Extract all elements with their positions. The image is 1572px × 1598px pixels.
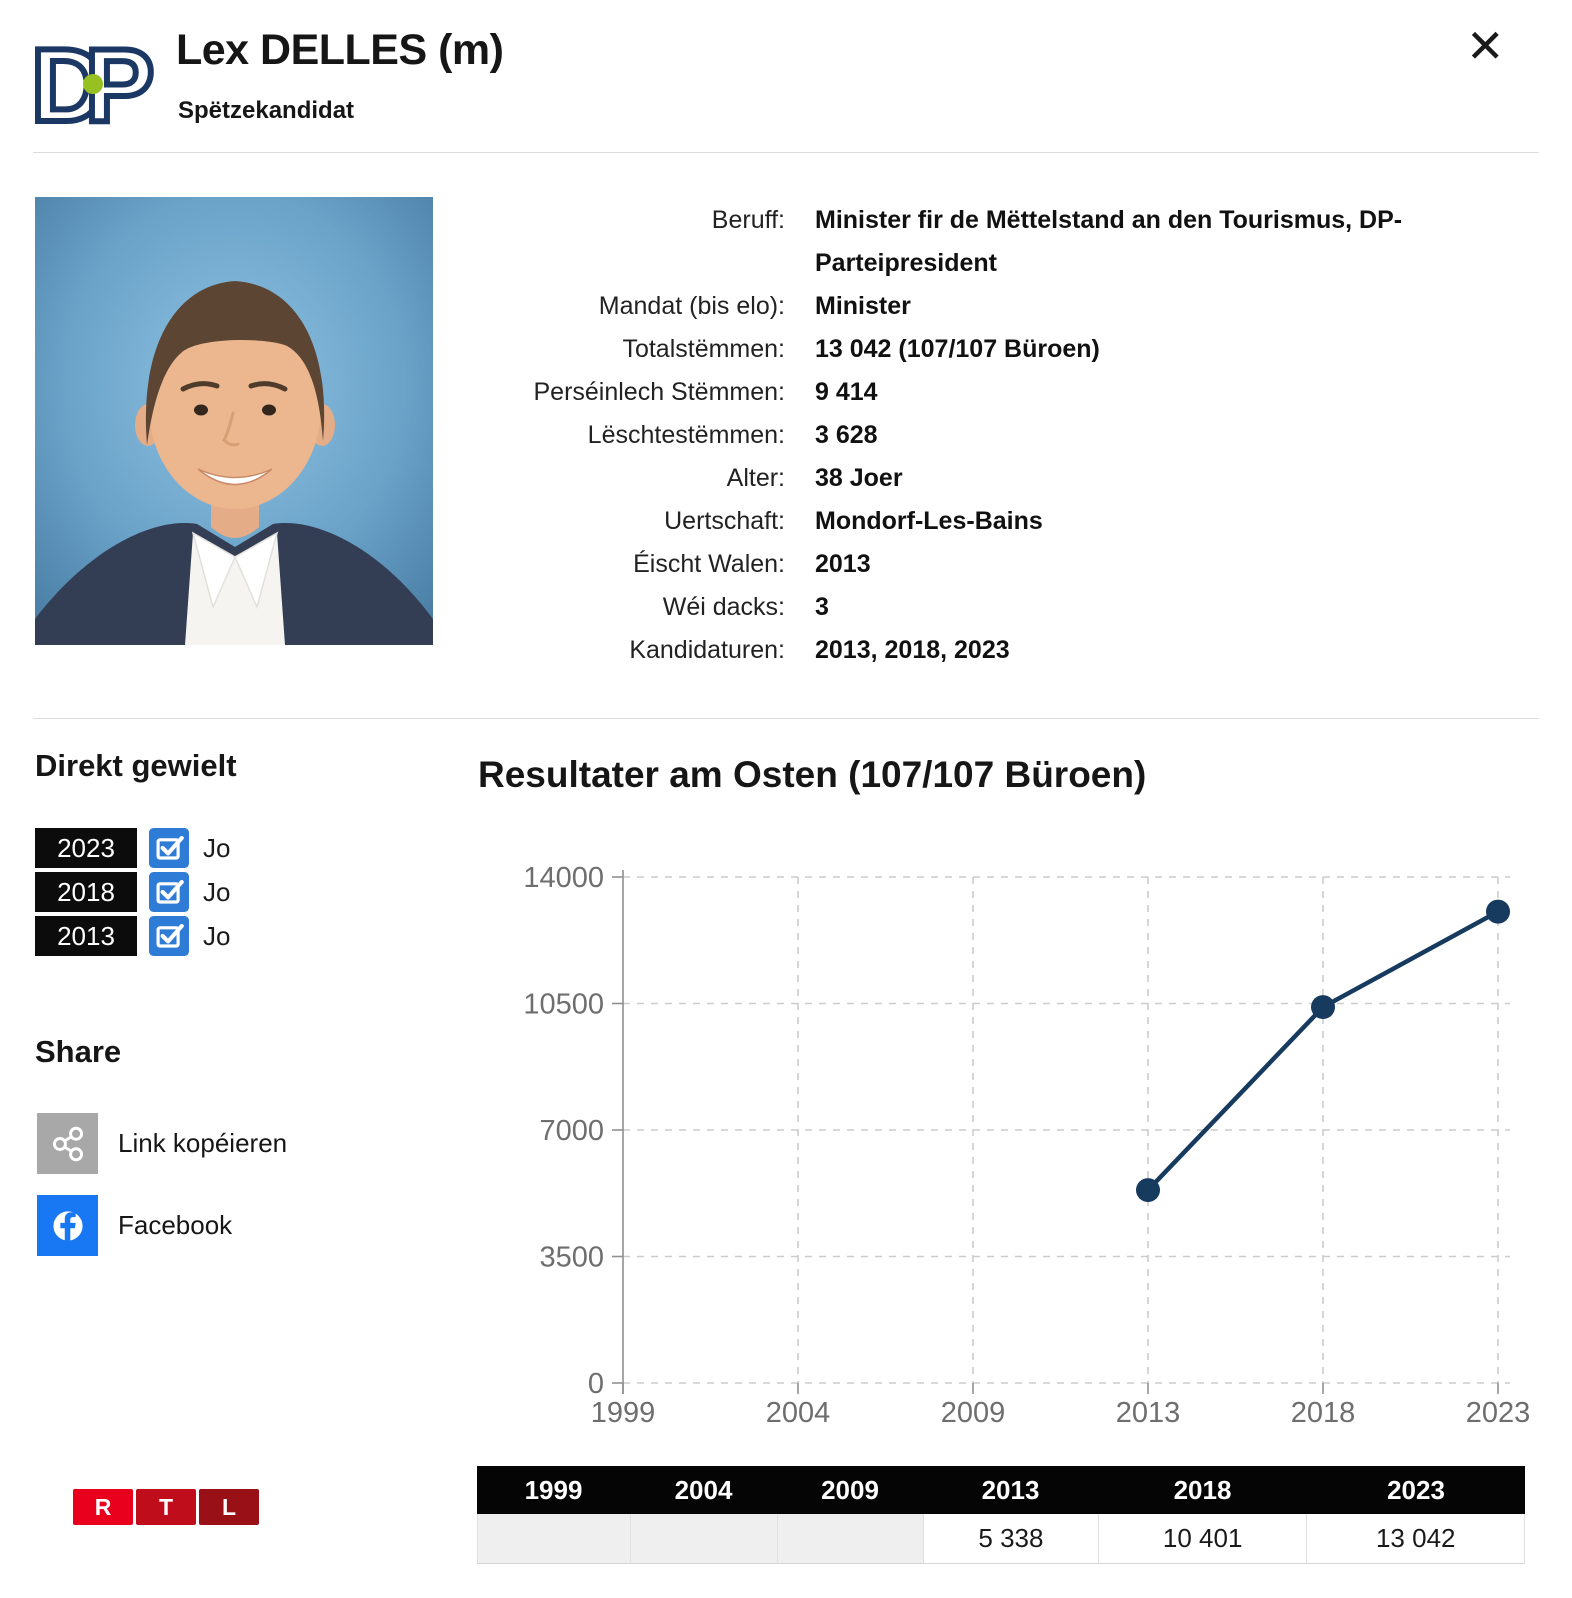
table-cell: 10 401 bbox=[1098, 1514, 1308, 1564]
info-row-kandidaturen: Kandidaturen: 2013, 2018, 2023 bbox=[470, 629, 1550, 672]
svg-text:7000: 7000 bbox=[539, 1115, 604, 1147]
table-header-cell: 2009 bbox=[821, 1474, 879, 1505]
table-header-cell: 2004 bbox=[674, 1474, 733, 1505]
info-row-eischt-walen: Éischt Walen: 2013 bbox=[470, 543, 1550, 586]
info-label: Mandat (bis elo): bbox=[598, 292, 785, 320]
info-row-leschtestemmen: Lëschtestëmmen: 3 628 bbox=[470, 414, 1550, 457]
rtl-logo-l: L bbox=[199, 1489, 259, 1525]
share-nodes-icon bbox=[37, 1113, 98, 1174]
results-line-chart: 0 3500 7000 10500 14000 1999 2004 2009 2013 2018 2… bbox=[523, 862, 1531, 1429]
results-table-header-row: 1999 2004 2009 2013 2018 2023 bbox=[477, 1466, 1525, 1514]
svg-text:10500: 10500 bbox=[523, 989, 604, 1021]
section-divider bbox=[33, 718, 1539, 719]
info-label: Totalstëmmen: bbox=[622, 335, 785, 363]
svg-text:1999: 1999 bbox=[591, 1397, 656, 1429]
chart-title: Resultater am Osten (107/107 Büroen) bbox=[478, 754, 1147, 795]
results-table: 1999 2004 2009 2013 2018 2023 5 338 10 4… bbox=[477, 1466, 1526, 1564]
info-row-alter: Alter: 38 Joer bbox=[470, 457, 1550, 500]
svg-text:2009: 2009 bbox=[941, 1397, 1006, 1429]
svg-text:2018: 2018 bbox=[1291, 1397, 1356, 1429]
facebook-share-button[interactable]: Facebook bbox=[37, 1195, 232, 1256]
info-label: Perséinlech Stëmmen: bbox=[533, 378, 785, 406]
table-header-cell: 2013 bbox=[981, 1474, 1040, 1505]
table-cell bbox=[778, 1514, 925, 1564]
info-value: 2013 bbox=[815, 550, 871, 578]
info-row-uertschaft: Uertschaft: Mondorf-Les-Bains bbox=[470, 500, 1550, 543]
share-heading: Share bbox=[35, 1034, 122, 1069]
info-value: 13 042 (107/107 Büroen) bbox=[815, 335, 1100, 363]
info-row-mandat: Mandat (bis elo): Minister bbox=[470, 285, 1550, 328]
close-icon[interactable]: ✕ bbox=[1460, 22, 1511, 70]
checkbox-checked-icon bbox=[149, 872, 189, 912]
info-value: 3 628 bbox=[815, 421, 878, 449]
year-badge: 2023 bbox=[35, 828, 137, 868]
candidate-info-list: Beruff: Minister fir de Mëttelstand an d… bbox=[470, 199, 1550, 672]
info-row-beruff: Beruff: Minister fir de Mëttelstand an d… bbox=[470, 199, 1550, 285]
svg-text:3500: 3500 bbox=[539, 1242, 604, 1274]
table-cell bbox=[477, 1514, 631, 1564]
table-cell: 13 042 bbox=[1307, 1514, 1526, 1564]
elected-value: Jo bbox=[203, 832, 231, 863]
info-row-totalstemmen: Totalstëmmen: 13 042 (107/107 Büroen) bbox=[470, 328, 1550, 371]
svg-text:2023: 2023 bbox=[1466, 1397, 1531, 1429]
rtl-logo: R T L bbox=[73, 1489, 259, 1525]
year-badge: 2013 bbox=[35, 916, 137, 956]
direkt-gewielt-heading: Direkt gewielt bbox=[35, 748, 237, 783]
info-label: Éischt Walen: bbox=[633, 550, 785, 578]
svg-text:0: 0 bbox=[588, 1368, 604, 1400]
info-label: Kandidaturen: bbox=[629, 636, 785, 664]
table-header-cell: 2023 bbox=[1387, 1474, 1445, 1505]
info-row-wei-dacks: Wéi dacks: 3 bbox=[470, 586, 1550, 629]
copy-link-label: Link kopéieren bbox=[118, 1128, 288, 1158]
info-row-perseinlech: Perséinlech Stëmmen: 9 414 bbox=[470, 371, 1550, 414]
info-value: Mondorf-Les-Bains bbox=[815, 507, 1043, 535]
elected-row-2013: 2013 Jo bbox=[35, 916, 230, 956]
results-table-value-row: 5 338 10 401 13 042 bbox=[477, 1514, 1526, 1564]
page-subtitle: Spëtzekandidat bbox=[178, 97, 355, 124]
table-cell bbox=[630, 1514, 778, 1564]
svg-text:2004: 2004 bbox=[766, 1397, 831, 1429]
info-value: 3 bbox=[815, 593, 829, 621]
info-label: Uertschaft: bbox=[664, 507, 785, 535]
elected-value: Jo bbox=[203, 876, 231, 907]
info-value: Minister fir de Mëttelstand an den Touri… bbox=[815, 206, 1403, 277]
table-header-cell: 2018 bbox=[1173, 1474, 1232, 1505]
direkt-gewielt-list: 2023 Jo 2018 Jo 2013 bbox=[35, 828, 230, 960]
svg-text:2013: 2013 bbox=[1116, 1397, 1181, 1429]
info-value: 2013, 2018, 2023 bbox=[815, 636, 1010, 664]
info-label: Beruff: bbox=[711, 206, 785, 234]
checkbox-checked-icon bbox=[149, 916, 189, 956]
info-label: Wéi dacks: bbox=[662, 593, 785, 621]
svg-text:14000: 14000 bbox=[523, 862, 604, 894]
dp-party-logo: D P bbox=[28, 25, 157, 147]
facebook-label: Facebook bbox=[118, 1210, 233, 1240]
rtl-logo-r: R bbox=[73, 1489, 133, 1525]
elected-value: Jo bbox=[203, 920, 231, 951]
table-header-cell: 1999 bbox=[524, 1474, 583, 1505]
candidate-photo bbox=[35, 197, 433, 645]
header-divider bbox=[33, 152, 1539, 153]
elected-row-2023: 2023 Jo bbox=[35, 828, 230, 868]
dp-green-dot-icon bbox=[83, 74, 103, 94]
rtl-logo-t: T bbox=[136, 1489, 196, 1525]
copy-link-button[interactable]: Link kopéieren bbox=[37, 1113, 287, 1174]
info-label: Lëschtestëmmen: bbox=[587, 421, 785, 449]
checkbox-checked-icon bbox=[149, 828, 189, 868]
info-label: Alter: bbox=[726, 464, 785, 492]
info-value: Minister bbox=[815, 292, 911, 320]
page-title: Lex DELLES (m) bbox=[176, 26, 504, 74]
facebook-icon bbox=[37, 1195, 98, 1256]
year-badge: 2018 bbox=[35, 872, 137, 912]
info-value: 38 Joer bbox=[815, 464, 903, 492]
info-value: 9 414 bbox=[815, 378, 878, 406]
table-cell: 5 338 bbox=[924, 1514, 1099, 1564]
elected-row-2018: 2018 Jo bbox=[35, 872, 230, 912]
